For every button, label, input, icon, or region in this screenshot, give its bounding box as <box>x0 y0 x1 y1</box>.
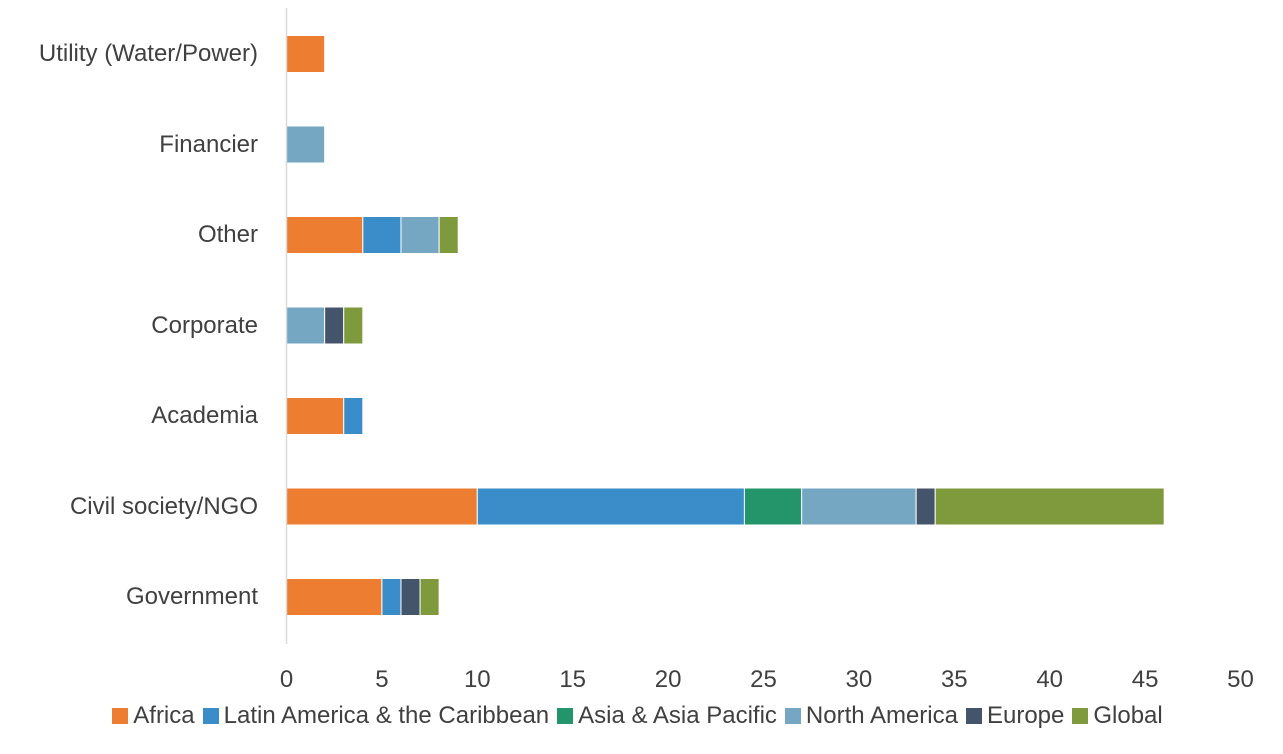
x-tick-label: 35 <box>940 666 968 693</box>
bar-segment <box>438 216 459 254</box>
x-tick-label: 10 <box>463 666 491 693</box>
x-tick-label: 45 <box>1131 666 1159 693</box>
bar-segment <box>286 306 326 345</box>
bar-segment <box>362 216 402 254</box>
legend-label: North America <box>805 702 958 729</box>
legend-item: North America <box>784 702 958 730</box>
category-label: Financier <box>159 130 258 158</box>
bar-segment <box>286 397 345 435</box>
bar-segment <box>915 487 936 526</box>
category-label: Corporate <box>151 311 258 339</box>
x-tick-label: 15 <box>559 666 587 693</box>
legend-label: Global <box>1093 702 1163 729</box>
x-tick-label: 40 <box>1036 666 1064 693</box>
legend-label: Africa <box>133 702 195 729</box>
bar-segment <box>400 578 421 616</box>
x-tick-label: 25 <box>750 666 777 693</box>
bar-segment <box>286 125 326 164</box>
bar-segment <box>324 306 345 345</box>
bar-segment <box>476 487 745 526</box>
bar-segment <box>343 306 364 345</box>
legend-item: Global <box>1072 702 1163 730</box>
bar-segment <box>286 578 383 616</box>
legend-label: Latin America & the Caribbean <box>223 702 550 729</box>
category-label: Academia <box>151 402 258 429</box>
x-tick-label: 30 <box>845 666 873 693</box>
x-tick-label: 50 <box>1227 666 1254 693</box>
bar-segment <box>801 487 917 526</box>
bar-segment <box>419 578 440 616</box>
legend-item: Africa <box>112 702 195 730</box>
legend: Africa Latin America & the Caribbean Asia … <box>0 702 1283 730</box>
x-tick-label: 0 <box>279 666 294 693</box>
x-tick-label: 20 <box>654 666 682 693</box>
legend-swatch <box>557 708 574 724</box>
legend-swatch <box>202 708 219 724</box>
bar-segment <box>381 578 402 616</box>
bars-group <box>286 35 1165 616</box>
legend-swatch <box>112 708 129 724</box>
legend-item: Europe <box>965 702 1065 730</box>
category-label: Utility (Water/Power) <box>38 40 258 67</box>
bar-segment <box>286 487 478 526</box>
legend-label: Asia & Asia Pacific <box>578 702 777 729</box>
legend-item: Asia & Asia Pacific <box>557 702 777 730</box>
legend-item: Latin America & the Caribbean <box>202 702 550 730</box>
legend-label: Europe <box>986 702 1065 729</box>
legend-swatch <box>1072 708 1089 724</box>
category-label: Other <box>197 221 258 248</box>
bar-segment <box>343 397 364 435</box>
bar-segment <box>286 35 326 73</box>
legend-swatch <box>784 708 801 724</box>
bar-segment <box>934 487 1165 526</box>
category-label: Civil society/NGO <box>69 492 258 520</box>
legend-swatch <box>965 708 982 724</box>
bar-segment <box>286 216 364 254</box>
bar-segment <box>400 216 440 254</box>
bar-segment <box>743 487 803 526</box>
x-tick-label: 5 <box>375 666 389 693</box>
category-label: Government <box>125 583 258 610</box>
